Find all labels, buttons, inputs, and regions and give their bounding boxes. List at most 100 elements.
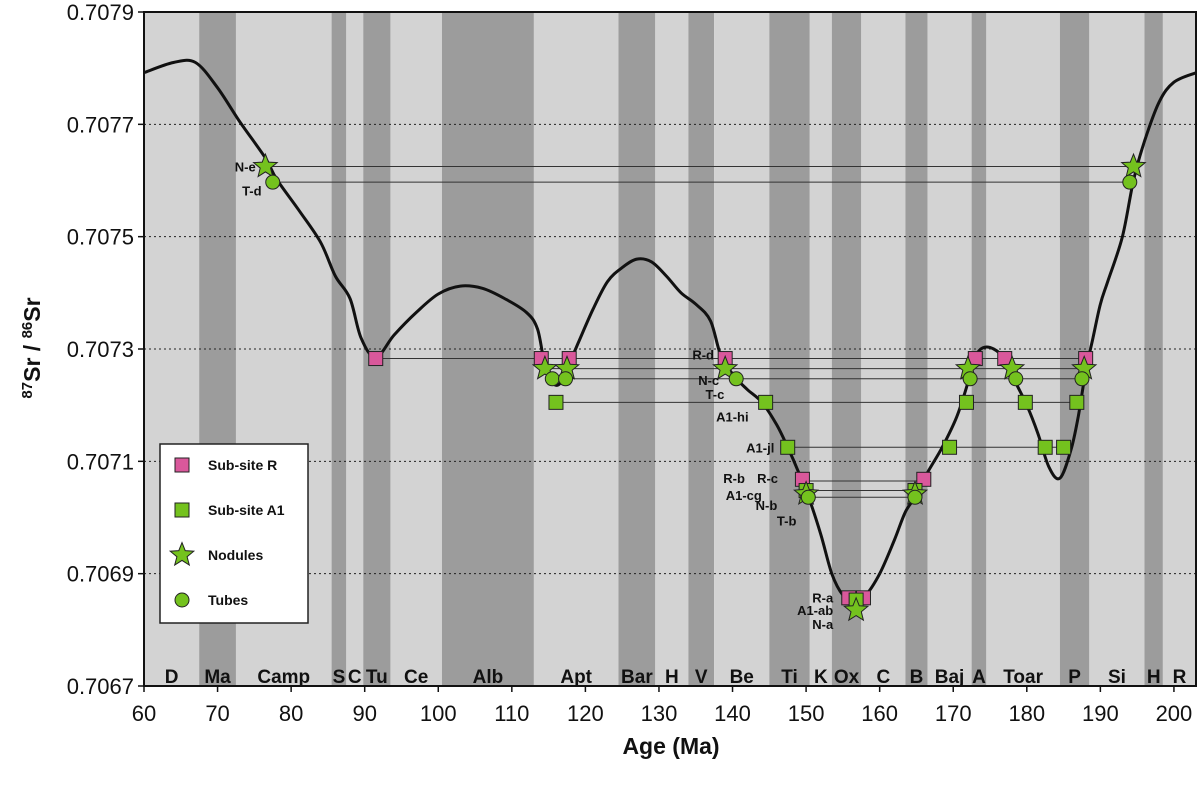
nodules-marker xyxy=(712,354,739,380)
x-tick-label: 110 xyxy=(494,701,529,726)
stage-band xyxy=(714,12,770,686)
sub-site-a1-marker xyxy=(942,439,958,455)
stage-label: Ox xyxy=(834,667,860,688)
y-tick-label: 0.7071 xyxy=(67,449,134,474)
stage-label: P xyxy=(1068,667,1081,688)
y-tick-label: 0.7077 xyxy=(67,112,134,137)
tubes-marker xyxy=(907,489,923,505)
sub-site-r-marker xyxy=(368,351,384,367)
x-tick-label: 130 xyxy=(641,701,678,726)
stage-labels: D Ma Camp S C Tu Ce Alb Apt Bar H V Be Ti K Ox C B Baj A Toa… xyxy=(165,667,1187,688)
point-annotation: N-c xyxy=(698,373,719,388)
x-tick-label: 70 xyxy=(205,701,229,726)
stage-band xyxy=(831,12,862,686)
legend-label: Nodules xyxy=(208,547,263,563)
nodules-marker xyxy=(1120,152,1147,178)
stage-label: H xyxy=(665,667,679,688)
y-tick-label: 0.7075 xyxy=(67,225,134,250)
x-tick-label: 150 xyxy=(788,701,825,726)
nodules-marker xyxy=(842,596,870,622)
sub-site-a1-marker xyxy=(1056,439,1072,455)
point-annotation: N-a xyxy=(812,617,834,632)
point-annotation: A1-cg xyxy=(726,488,762,503)
point-annotation: A1-jl xyxy=(746,440,774,455)
gridlines xyxy=(144,123,1196,575)
legend-marker xyxy=(174,592,190,608)
point-annotation: N-e xyxy=(235,159,256,174)
stage-label: A xyxy=(972,667,986,688)
y-tick-label: 0.7067 xyxy=(67,674,134,699)
stage-label: S xyxy=(333,667,346,688)
y-axis: 0.7067 0.7069 0.7071 0.7073 0.7075 0.7077 0.70… xyxy=(67,0,144,699)
point-annotation: R-a xyxy=(812,590,834,605)
point-annotation: T-b xyxy=(777,513,797,528)
sub-site-a1-marker xyxy=(758,394,774,410)
stage-label: V xyxy=(695,667,708,688)
tubes-marker xyxy=(728,371,744,387)
point-annotation: R-d xyxy=(692,348,714,363)
tubes-marker xyxy=(800,489,816,505)
stage-label: Toar xyxy=(1003,667,1043,688)
y-axis-part2: Sr xyxy=(19,297,45,321)
legend-label: Tubes xyxy=(208,592,248,608)
point-annotation: A1-hi xyxy=(716,409,749,424)
stage-label: H xyxy=(1147,667,1161,688)
stage-band xyxy=(986,12,1060,686)
stage-label: Be xyxy=(730,667,754,688)
legend-marker xyxy=(174,457,190,473)
y-tick-label: 0.7073 xyxy=(67,337,134,362)
point-annotation: A1-ab xyxy=(797,603,833,618)
point-annotation: T-c xyxy=(706,387,725,402)
stage-label: C xyxy=(348,667,362,688)
tubes-marker xyxy=(265,174,281,190)
x-tick-label: 80 xyxy=(279,701,303,726)
tubes-marker xyxy=(558,371,574,387)
legend-label: Sub-site A1 xyxy=(208,502,285,518)
nodules-marker xyxy=(252,152,279,178)
tubes-marker xyxy=(1074,371,1090,387)
sub-site-a1-marker xyxy=(1037,439,1053,455)
stage-label: Baj xyxy=(935,667,965,688)
y-tick-label: 0.7079 xyxy=(67,0,134,25)
stage-label: Camp xyxy=(257,667,310,688)
sub-site-a1-marker xyxy=(1017,394,1033,410)
x-tick-label: 90 xyxy=(352,701,376,726)
point-annotation: R-c xyxy=(757,471,778,486)
stage-label: K xyxy=(814,667,828,688)
sub-site-a1-marker xyxy=(1069,394,1085,410)
y-axis-title: 87Sr / 86Sr xyxy=(19,297,46,398)
point-annotation: N-b xyxy=(756,498,778,513)
x-tick-label: 60 xyxy=(132,701,156,726)
point-annotation: R-b xyxy=(723,471,745,486)
x-tick-label: 180 xyxy=(1008,701,1045,726)
stage-band xyxy=(905,12,928,686)
y-axis-sup2: 86 xyxy=(19,322,36,339)
x-axis-title: Age (Ma) xyxy=(622,733,719,759)
x-axis: 60 70 80 90 100 110 120 130 140 150 160 170 180 190 20… xyxy=(132,686,1193,726)
x-tick-label: 140 xyxy=(714,701,751,726)
legend-label: Sub-site R xyxy=(208,457,277,473)
stage-label: Ma xyxy=(204,667,231,688)
stage-label: B xyxy=(910,667,924,688)
stage-label: Bar xyxy=(621,667,653,688)
x-tick-label: 200 xyxy=(1156,701,1193,726)
y-tick-label: 0.7069 xyxy=(67,562,134,587)
stage-label: Si xyxy=(1108,667,1126,688)
x-tick-label: 170 xyxy=(935,701,972,726)
y-axis-sup1: 87 xyxy=(19,382,36,399)
stage-label: Apt xyxy=(560,667,592,688)
stage-label: Ce xyxy=(404,667,428,688)
tubes-marker xyxy=(1008,371,1024,387)
stage-label: R xyxy=(1173,667,1187,688)
point-annotation: T-d xyxy=(242,184,262,199)
stage-band xyxy=(1089,12,1145,686)
x-tick-label: 120 xyxy=(567,701,604,726)
y-axis-part1: Sr / xyxy=(19,338,45,381)
x-tick-label: 190 xyxy=(1082,701,1119,726)
stage-label: D xyxy=(165,667,179,688)
sub-site-a1-marker xyxy=(780,439,796,455)
tubes-marker xyxy=(1122,174,1138,190)
legend-marker xyxy=(168,541,196,567)
stage-band xyxy=(1144,12,1163,686)
